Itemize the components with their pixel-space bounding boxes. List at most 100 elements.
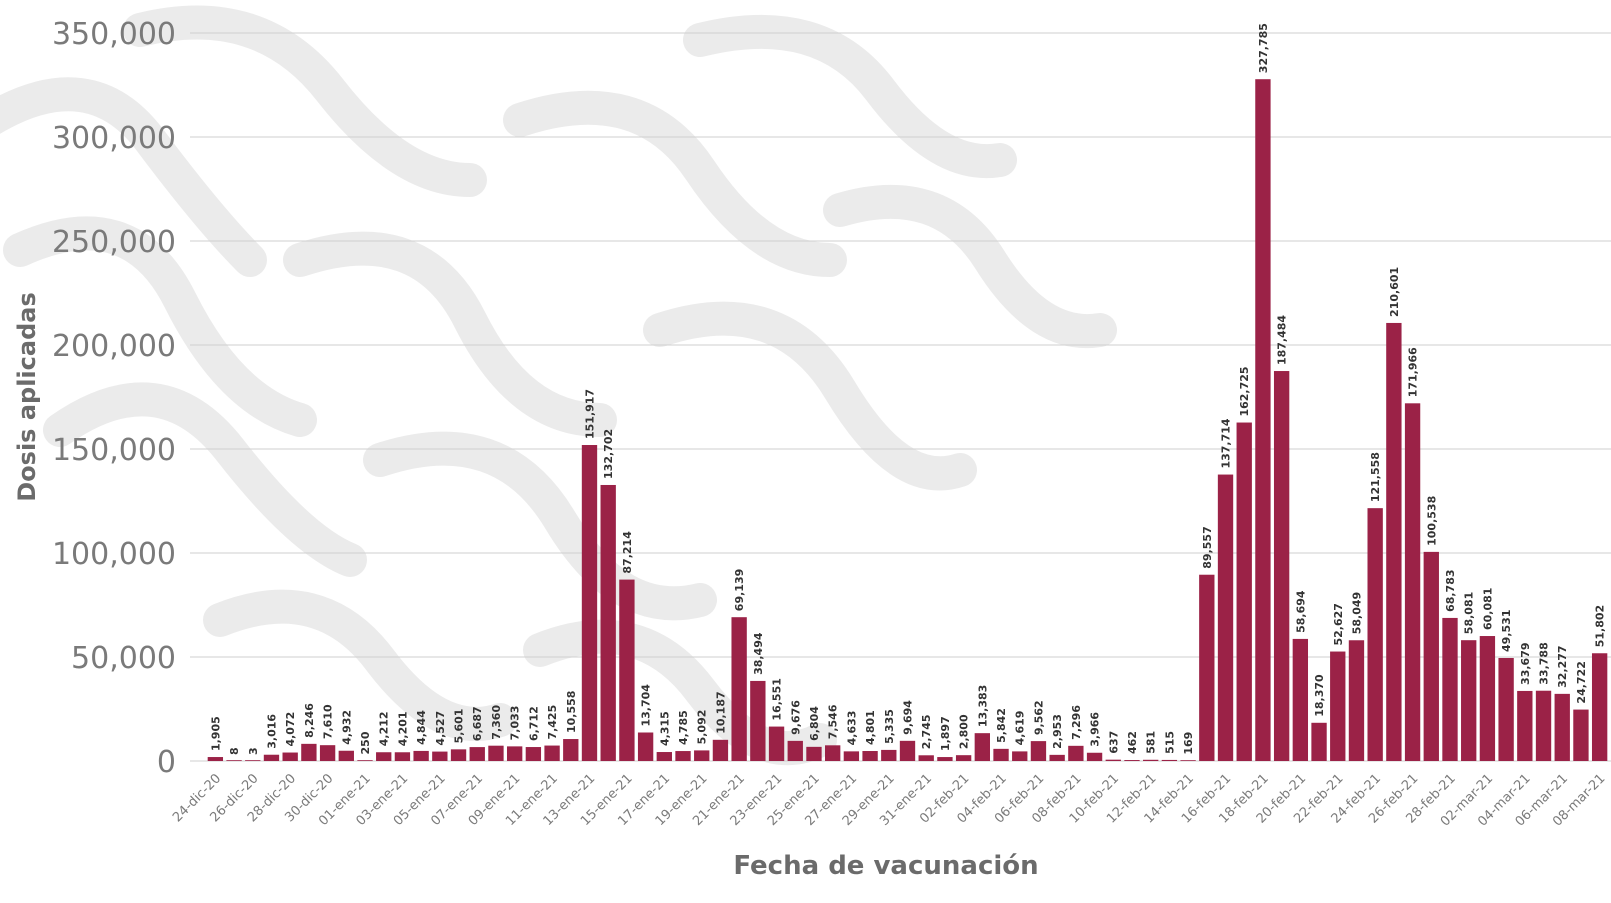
data-label: 16,551 [771, 678, 784, 720]
data-label: 4,201 [396, 711, 409, 746]
data-label: 7,425 [546, 705, 559, 740]
bar [450, 749, 467, 761]
data-label: 250 [359, 731, 372, 754]
data-label: 462 [1126, 731, 1139, 754]
bars [207, 79, 1608, 761]
bar [1049, 754, 1065, 761]
bar [525, 747, 542, 761]
data-label: 100,538 [1425, 496, 1438, 546]
data-label: 4,072 [284, 712, 297, 747]
data-label: 13,704 [640, 684, 653, 727]
data-label: 4,212 [378, 711, 391, 746]
bar [1068, 745, 1084, 761]
bar [1217, 474, 1234, 761]
data-label: 9,694 [902, 700, 915, 735]
data-label: 7,610 [322, 704, 335, 739]
bar [1348, 640, 1365, 761]
data-label: 4,619 [1014, 711, 1027, 746]
y-tick-label: 0 [157, 745, 176, 780]
data-label: 121,558 [1369, 452, 1382, 502]
bar [731, 617, 747, 761]
data-label: 8 [228, 747, 241, 755]
data-label: 6,712 [527, 706, 540, 741]
data-label: 2,745 [920, 714, 933, 749]
bar [806, 746, 822, 761]
data-label: 9,562 [1032, 700, 1045, 735]
bar [712, 739, 729, 761]
bar [1367, 508, 1383, 761]
data-label: 5,601 [453, 709, 466, 744]
y-tick-label: 50,000 [71, 641, 176, 676]
data-label: 137,714 [1220, 418, 1233, 468]
data-label: 38,494 [752, 632, 765, 675]
data-label: 4,932 [340, 710, 353, 745]
bar [357, 760, 373, 761]
bar [768, 726, 785, 761]
data-label: 58,049 [1350, 592, 1363, 634]
y-tick-label: 200,000 [52, 329, 176, 364]
data-label: 32,277 [1556, 645, 1569, 687]
bar [1517, 690, 1533, 761]
bar [955, 755, 972, 761]
bar [394, 752, 411, 761]
data-label: 10,187 [714, 691, 727, 733]
bar [937, 757, 953, 761]
y-tick-label: 250,000 [52, 225, 176, 260]
bar [1554, 693, 1570, 761]
data-label: 4,844 [415, 710, 428, 745]
bar [563, 739, 579, 761]
bar [263, 754, 280, 761]
bar [488, 745, 504, 761]
bar [1199, 574, 1215, 761]
bar [376, 752, 392, 761]
data-label: 68,783 [1444, 569, 1457, 611]
bar [1573, 709, 1589, 761]
data-label: 4,785 [677, 710, 690, 745]
bar [1273, 371, 1290, 761]
data-label: 58,694 [1294, 590, 1307, 633]
data-label: 4,801 [864, 710, 877, 745]
bar [899, 740, 916, 761]
data-labels: 1,905 8 3 3,016 4,072 8,246 7,610 4,932 250 4,212… [209, 23, 1606, 755]
data-label: 33,679 [1519, 642, 1532, 684]
x-axis-title: Fecha de vacunación [733, 851, 1038, 881]
data-label: 162,725 [1238, 366, 1251, 416]
y-axis-ticks: 0 50,000 100,000 150,000 200,000 250,000 300,0… [52, 17, 176, 780]
data-label: 7,360 [490, 705, 503, 740]
data-label: 1,897 [939, 716, 952, 751]
bar [787, 740, 803, 761]
bar [1404, 403, 1421, 761]
data-label: 69,139 [733, 569, 746, 611]
bar [619, 579, 635, 761]
bar [1236, 422, 1252, 761]
data-label: 5,092 [696, 710, 709, 745]
bar [1479, 636, 1496, 761]
bar [750, 680, 766, 761]
bar [544, 745, 560, 761]
bar [207, 757, 224, 761]
data-label: 2,800 [958, 714, 971, 749]
bar [1591, 653, 1608, 761]
data-label: 51,802 [1594, 605, 1607, 647]
data-label: 5,335 [883, 709, 896, 744]
bar [581, 445, 598, 761]
bar [993, 748, 1009, 761]
bar [226, 760, 242, 761]
bar [1386, 322, 1402, 761]
data-label: 7,546 [827, 704, 840, 739]
bar [1292, 638, 1309, 761]
data-label: 210,601 [1388, 267, 1401, 317]
data-label: 637 [1107, 731, 1120, 754]
bar [1012, 751, 1028, 761]
data-label: 151,917 [583, 389, 596, 439]
bar [918, 755, 934, 761]
data-label: 7,296 [1070, 705, 1083, 740]
bar [282, 752, 298, 761]
bar [974, 733, 990, 761]
bar [656, 752, 672, 761]
bar [1311, 722, 1327, 761]
data-label: 10,558 [565, 691, 578, 733]
bar [432, 751, 448, 761]
